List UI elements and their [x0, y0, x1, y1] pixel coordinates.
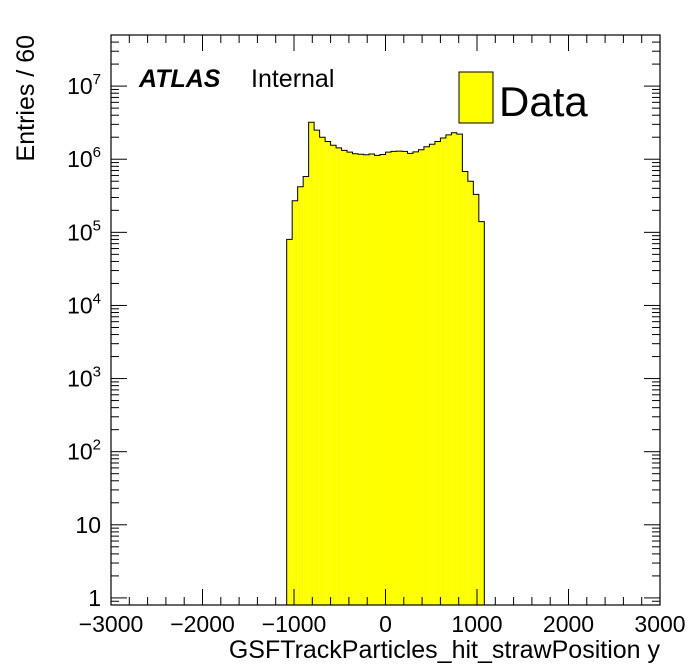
histogram-bin — [308, 122, 315, 605]
y-axis-title: Entries / 60 — [12, 35, 40, 161]
y-tick-labels: 1 10 102 103 104 105 106 107 — [67, 71, 101, 611]
histogram-bin — [434, 141, 441, 606]
x-tick-label: −2000 — [170, 611, 235, 637]
histogram-bin — [456, 134, 463, 605]
histogram-bin — [429, 144, 435, 606]
legend-swatch — [458, 71, 494, 124]
histogram-bin — [341, 150, 348, 606]
plot-frame — [110, 34, 661, 606]
histogram-bin — [440, 138, 446, 605]
histogram-bin — [473, 194, 479, 605]
histogram-bin — [401, 151, 408, 606]
histogram-bin — [396, 151, 402, 605]
x-tick-label: 1000 — [451, 611, 502, 637]
histogram-bin — [314, 130, 320, 605]
histogram-bin — [303, 176, 309, 606]
y-tick-label: 106 — [67, 144, 101, 172]
histogram-bin — [325, 141, 331, 606]
histogram-bin — [330, 145, 337, 605]
histogram-bin — [336, 147, 342, 605]
x-tick-label: 0 — [379, 611, 392, 637]
histogram-bin — [352, 153, 359, 606]
histogram-bin — [451, 132, 457, 605]
histogram-bin — [412, 151, 419, 606]
x-axis-title: GSFTrackParticles_hit_strawPosition y — [229, 636, 661, 664]
x-tick-label: −1000 — [262, 611, 327, 637]
histogram-bin — [347, 152, 353, 605]
histogram-bin — [407, 153, 413, 605]
histogram-bins — [286, 121, 485, 606]
histogram-bin — [462, 171, 468, 605]
histogram-bin — [358, 154, 364, 606]
histogram-bin — [385, 152, 391, 605]
histogram-bin — [297, 186, 304, 605]
histogram-bin — [292, 200, 298, 606]
histogram-bin — [467, 181, 474, 605]
y-tick-label: 102 — [67, 437, 101, 465]
histogram-bin — [369, 153, 375, 605]
y-tick-label: 107 — [67, 71, 101, 99]
y-tick-label: 105 — [67, 217, 101, 245]
histogram-bin — [374, 155, 381, 605]
atlas-label: ATLAS — [138, 65, 221, 93]
histogram-bin — [445, 134, 452, 606]
histogram-bin — [286, 239, 293, 605]
histogram-outline — [286, 121, 485, 605]
histogram-bin — [418, 149, 424, 605]
histogram-bin — [390, 151, 397, 606]
y-tick-label: 10 — [75, 512, 101, 538]
histogram-bin — [380, 154, 386, 605]
x-tick-label: 3000 — [634, 611, 685, 637]
histogram-bin — [319, 137, 326, 606]
histogram-bin — [423, 146, 430, 605]
y-tick-label: 1 — [88, 585, 101, 611]
y-tick-label: 103 — [67, 364, 101, 392]
x-tick-label: −3000 — [79, 611, 144, 637]
x-tick-label: 2000 — [543, 611, 594, 637]
atlas-status-label: Internal — [251, 65, 334, 93]
histogram-bin — [363, 154, 370, 606]
histogram-bin — [478, 221, 485, 606]
legend-label: Data — [499, 78, 588, 125]
x-tick-labels: −3000 −2000 −1000 0 1000 2000 3000 — [79, 611, 686, 637]
y-tick-label: 104 — [67, 290, 101, 318]
axis-ticks — [110, 34, 661, 605]
